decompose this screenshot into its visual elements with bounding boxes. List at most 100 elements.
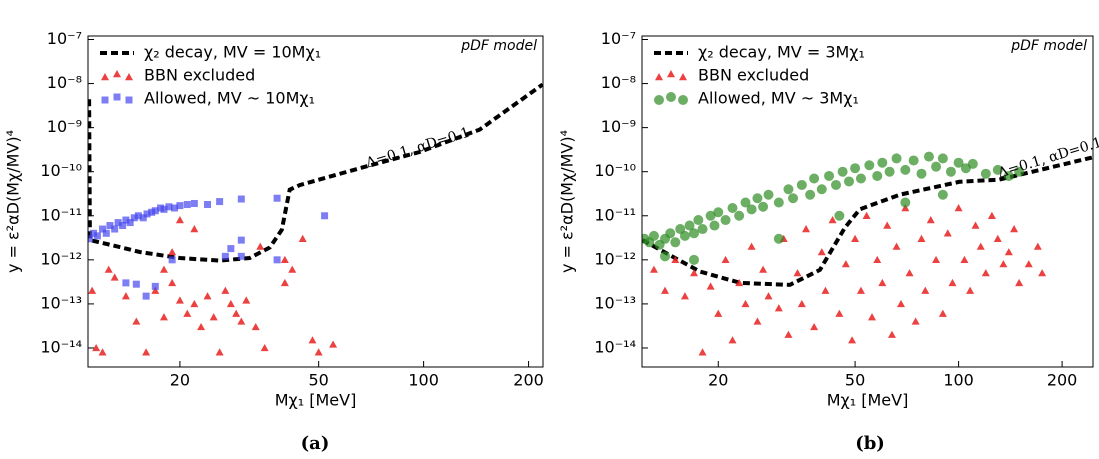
y-axis-label: y = ε²αD(Mχ/MV)⁴ [4,130,23,273]
circle-point [788,193,799,204]
square-point [143,210,151,218]
circle-point [679,230,690,241]
y-tick-label: 10⁻⁸ [601,73,636,92]
triangle-point [735,278,744,287]
legend-label: Allowed, MV ~ 10Mχ₁ [144,89,315,108]
y-tick-label: 10⁻¹⁰ [40,161,82,180]
triangle-point [828,216,837,224]
square-point [106,222,114,230]
triangle-point [251,322,260,331]
circle-point [877,157,888,168]
triangle-point [221,286,230,294]
x-tick-label: 20 [170,371,190,390]
x-tick-label: 20 [708,371,728,390]
y-tick-label: 10⁻¹¹ [594,205,636,224]
legend-marker [679,73,687,81]
square-point [93,232,101,240]
triangle-point [256,242,265,250]
triangle-point [690,269,699,277]
circle-point [763,189,774,200]
triangle-point [764,292,773,300]
triangle-point [649,265,658,273]
square-point [216,198,224,206]
triangle-point [151,286,160,294]
circle-point [900,197,911,208]
circle-point [992,164,1003,175]
triangle-point [917,234,926,243]
circle-point [705,210,716,221]
square-point [114,219,122,227]
triangle-point [817,248,826,256]
square-point [237,252,245,260]
square-point [190,199,198,207]
triangle-point [142,348,151,356]
square-point [132,280,140,288]
square-point [273,256,281,264]
circle-point [1003,170,1014,181]
y-tick-label: 10⁻⁷ [47,29,82,48]
circle-point [734,210,745,221]
x-axis-label: Mχ₁ [MeV] [275,391,357,410]
square-point [204,201,212,209]
triangle-point [110,273,119,281]
triangle-point [183,309,192,317]
triangle-point [926,216,935,224]
triangle-point [197,322,206,331]
triangle-point [298,234,307,243]
triangle-point [159,265,168,273]
square-point [139,214,147,222]
triangle-point [802,225,811,233]
y-tick-label: 10⁻¹³ [594,293,636,312]
square-point [111,225,119,233]
triangle-point [878,278,887,287]
square-point [321,212,329,220]
circle-point [900,164,911,175]
legend-marker [101,96,109,104]
circle-point [908,155,919,166]
triangle-point [892,242,901,250]
square-point [176,202,184,210]
triangle-point [897,299,906,308]
circle-point [648,230,659,241]
triangle-point [132,317,141,325]
square-point [183,201,191,209]
y-tick-label: 10⁻¹¹ [40,205,82,224]
triangle-point [887,330,896,338]
triangle-point [848,336,857,344]
square-point [99,225,107,233]
legend-marker [101,73,109,81]
circle-point [945,166,956,177]
triangle-point [232,309,241,317]
triangle-point [841,260,850,268]
square-point [160,205,168,213]
legend-marker [113,93,121,101]
triangle-point [721,255,730,264]
x-tick-label: 200 [513,371,544,390]
triangle-point [190,225,199,233]
triangle-point [921,286,930,294]
circle-point [740,197,751,208]
annotation: Δ=0.1, αD=0.1 [996,135,1099,182]
triangle-point [938,309,947,317]
triangle-point [911,317,920,325]
triangle-point [288,265,297,273]
triangle-point [215,348,224,356]
triangle-point [932,255,941,264]
plot-area [642,151,1093,356]
circle-point [837,166,848,177]
square-point [151,282,159,290]
triangle-point [159,313,168,321]
y-tick-label: 10⁻¹² [594,249,636,268]
legend-marker [125,96,133,104]
triangle-point [987,211,996,219]
square-point [168,256,176,264]
circle-point [884,166,895,177]
triangle-point [948,278,957,287]
square-point [122,216,130,224]
legend-label: BBN excluded [698,66,809,85]
triangle-point [741,299,750,308]
circle-point [937,189,948,200]
triangle-point [661,286,670,294]
circle-point [796,179,807,190]
circle-point [809,173,820,184]
